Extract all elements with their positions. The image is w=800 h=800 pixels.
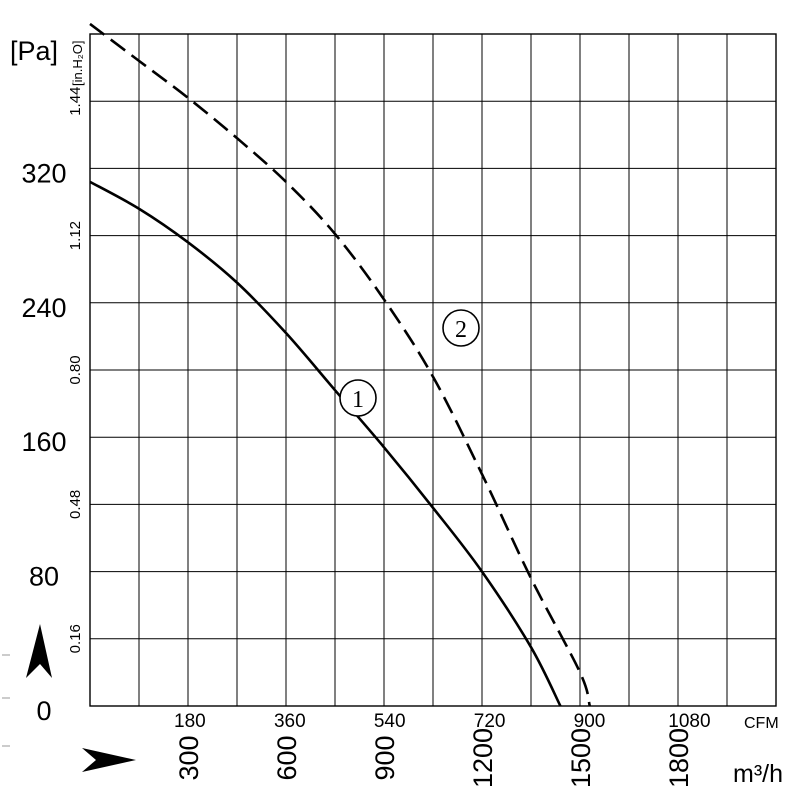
inh2o-unit-label: [in.H₂O] <box>70 41 85 87</box>
pa-unit-label: [Pa] <box>10 36 58 66</box>
m3h-unit-label: m³/h <box>733 760 783 788</box>
cfm-tick-label: 180 <box>174 711 206 732</box>
m3h-tick-label: 900 <box>370 735 400 780</box>
curve-2-marker: 2 <box>442 309 480 347</box>
inh2o-tick-label: 0.80 <box>67 355 84 384</box>
inh2o-tick-label: 0.48 <box>67 490 84 519</box>
curves <box>89 22 592 707</box>
cfm-tick-label: 900 <box>574 711 606 732</box>
cfm-tick-label: 540 <box>374 711 406 732</box>
cfm-tick-label: 360 <box>274 711 306 732</box>
grid <box>90 34 776 706</box>
inh2o-tick-label: 0.16 <box>67 624 84 653</box>
curve-1-marker: 1 <box>339 379 377 417</box>
curve-2-marker-label: 2 <box>455 317 467 343</box>
pa-tick-label: 160 <box>21 427 66 457</box>
cfm-tick-label: 1080 <box>668 711 710 732</box>
m3h-tick-label: 600 <box>272 735 302 780</box>
m3h-tick-label: 300 <box>174 735 204 780</box>
m3h-tick-label: 1200 <box>468 728 498 788</box>
tick-labels: 0 80 160 240 320 0.16 0.48 0.80 1.12 1.44 180 360 54… <box>21 87 710 788</box>
curve-2-line <box>89 22 592 707</box>
m3h-tick-label: 1500 <box>566 728 596 788</box>
pa-tick-label: 80 <box>29 562 59 592</box>
curve-1-line <box>89 180 562 707</box>
pa-tick-label: 0 <box>36 696 51 726</box>
curve-1-marker-label: 1 <box>352 387 364 413</box>
cfm-tick-label: 720 <box>474 711 506 732</box>
m3h-tick-label: 1800 <box>664 728 694 788</box>
pa-tick-label: 240 <box>21 293 66 323</box>
cfm-unit-label: CFM <box>744 715 779 732</box>
inh2o-tick-label: 1.12 <box>67 221 84 250</box>
pa-tick-label: 320 <box>21 158 66 188</box>
plot-frame <box>89 33 777 707</box>
y-axis-arrow-icon <box>26 624 52 678</box>
x-axis-arrow-icon <box>82 748 136 772</box>
inh2o-tick-label: 1.44 <box>67 87 84 116</box>
